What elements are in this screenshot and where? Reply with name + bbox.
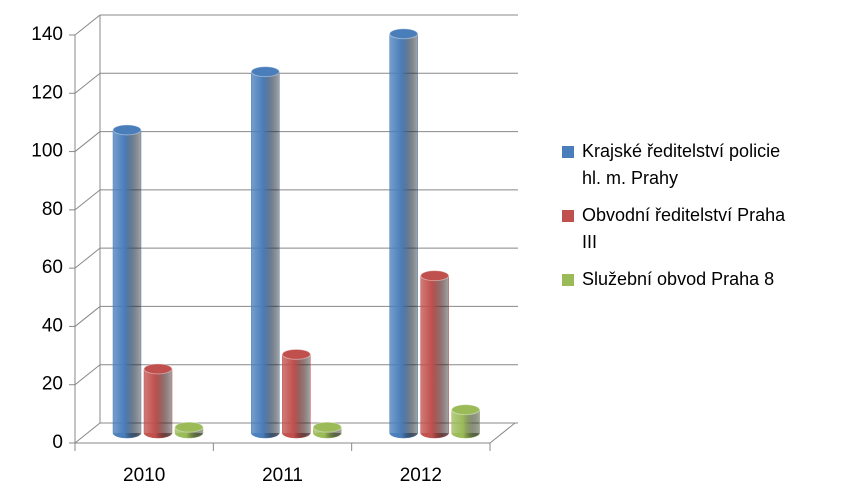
y-tick-label: 140 <box>31 24 63 45</box>
bar <box>312 421 342 439</box>
x-tick-label: 2011 <box>262 465 303 486</box>
legend-label: Krajské ředitelství policie hl. m. Prahy <box>582 141 781 188</box>
legend-swatch <box>562 146 574 158</box>
legend-entry: Obvodní ředitelství Praha III <box>560 202 790 256</box>
y-tick-label: 20 <box>42 374 63 395</box>
bar <box>389 28 419 439</box>
y-tick-label: 100 <box>31 141 63 162</box>
bar <box>281 348 311 439</box>
legend-swatch <box>562 274 574 286</box>
legend-entry: Služební obvod Praha 8 <box>560 266 790 293</box>
legend-label: Obvodní ředitelství Praha III <box>582 205 786 252</box>
bar <box>174 421 204 439</box>
y-tick-label: 0 <box>52 432 63 453</box>
bar <box>451 404 481 439</box>
legend: Krajské ředitelství policie hl. m. Prahy… <box>560 138 790 303</box>
bar <box>112 124 142 439</box>
bar <box>250 66 280 439</box>
x-tick-label: 2010 <box>123 465 165 486</box>
x-tick-label: 2012 <box>400 465 442 486</box>
legend-swatch <box>562 210 574 222</box>
grid-line-side <box>74 72 101 94</box>
floor-right <box>489 422 516 444</box>
legend-label: Služební obvod Praha 8 <box>582 269 775 289</box>
grid-line-side <box>74 364 101 386</box>
grid-line-side <box>74 247 101 269</box>
y-tick-label: 40 <box>42 315 63 336</box>
y-tick-label: 120 <box>31 82 63 103</box>
grid-line-side <box>74 131 101 152</box>
grid-line-side <box>74 422 101 444</box>
grid-line-side <box>74 14 101 36</box>
bar <box>143 363 173 439</box>
y-tick-label: 80 <box>42 199 63 220</box>
bar <box>420 270 450 439</box>
y-tick-label: 60 <box>42 257 63 278</box>
grid-line-side <box>74 189 101 211</box>
legend-entry: Krajské ředitelství policie hl. m. Prahy <box>560 138 790 192</box>
grid-line-side <box>74 306 101 327</box>
